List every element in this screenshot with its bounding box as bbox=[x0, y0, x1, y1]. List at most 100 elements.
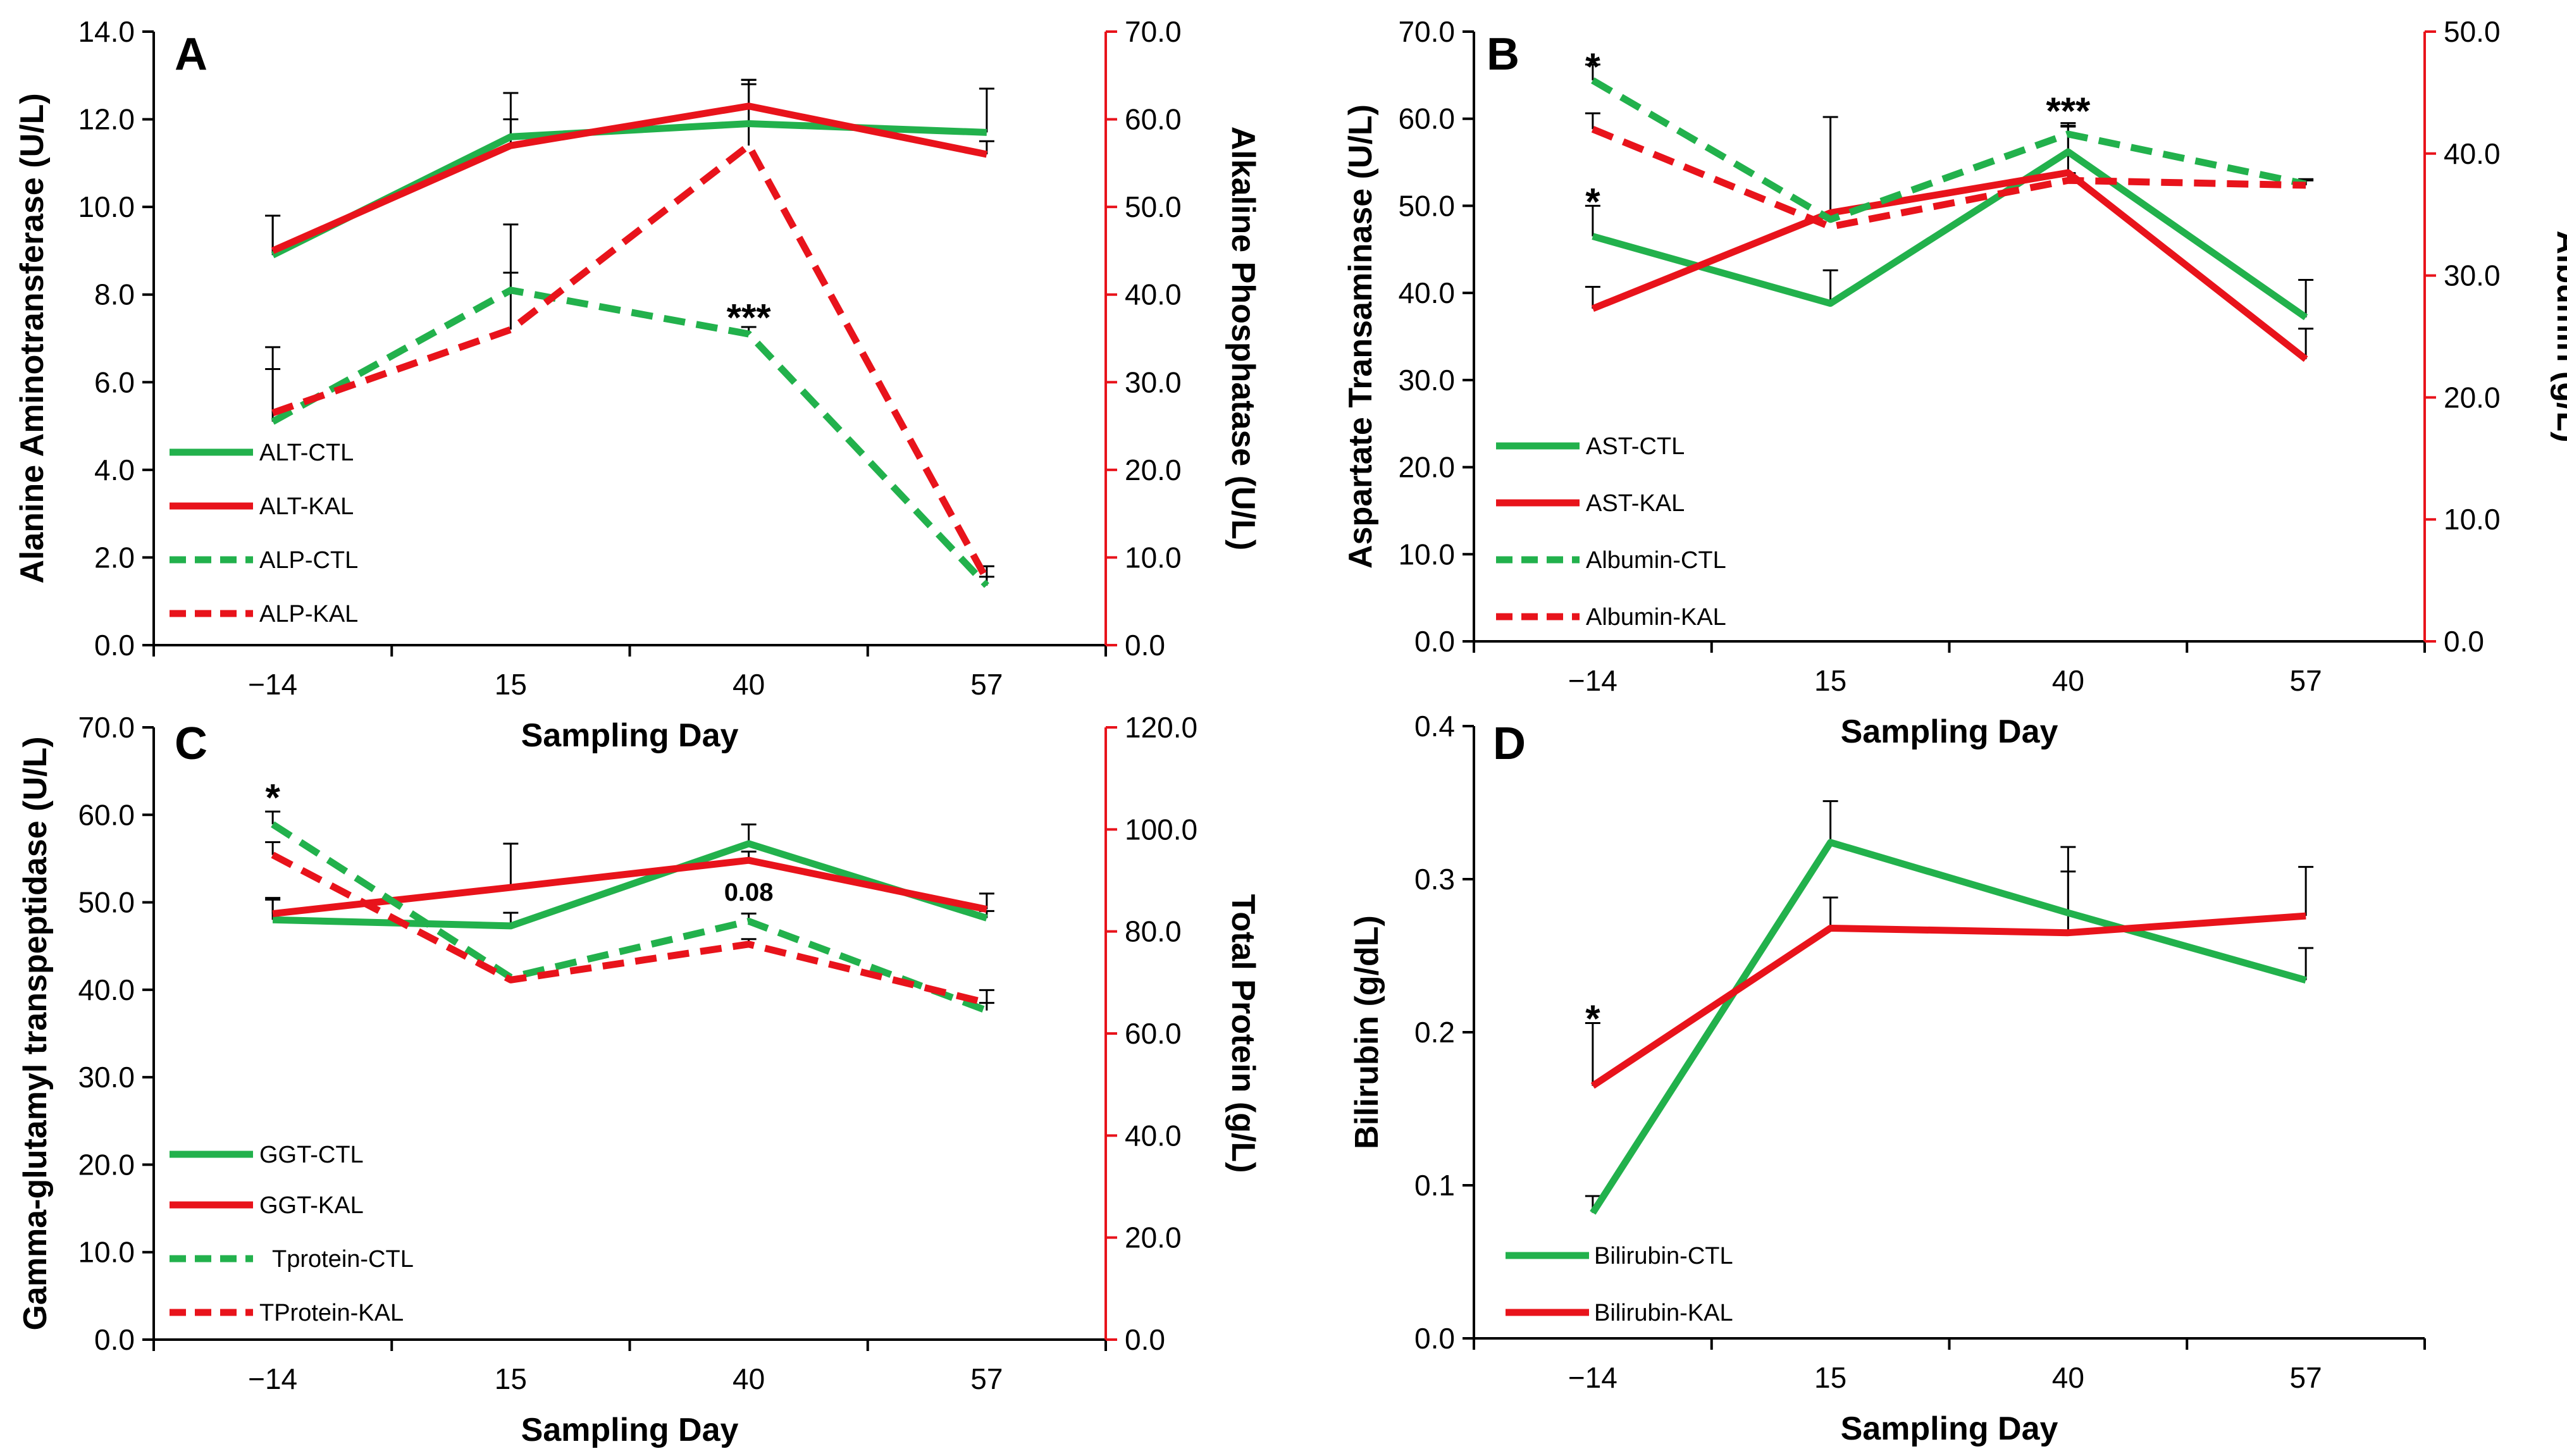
y-tick-label-right: 50.0 bbox=[2444, 15, 2501, 48]
y-tick-label-right: 40.0 bbox=[1125, 1119, 1182, 1152]
legend: AST-CTL AST-KAL Albumin-CTL Albumin-KAL bbox=[1496, 433, 1726, 631]
line-alt-kal bbox=[271, 102, 987, 254]
line-bilirubin-kal bbox=[1590, 912, 2306, 1089]
legend-label: ALT-CTL bbox=[259, 440, 354, 466]
y-tick-label-left: 50.0 bbox=[78, 886, 135, 919]
series-ast-kal bbox=[1585, 116, 2314, 359]
y-tick-label-right: 70.0 bbox=[1125, 15, 1182, 48]
y-tick-label-left: 40.0 bbox=[78, 973, 135, 1006]
x-axis-title: Sampling Day bbox=[521, 717, 739, 754]
y-tick-label-left: 10.0 bbox=[78, 190, 135, 223]
line-tprotein-kal bbox=[271, 851, 988, 1006]
series-bilirubin-ctl bbox=[1585, 800, 2314, 1213]
y-tick-label-right: 10.0 bbox=[1125, 541, 1182, 574]
y-tick-label-left: 0.0 bbox=[94, 1323, 135, 1356]
panel-label: D bbox=[1493, 719, 1526, 769]
x-tick-label: 15 bbox=[1814, 664, 1846, 697]
x-tick-label: 57 bbox=[2290, 1361, 2322, 1394]
y-tick-label-left: 14.0 bbox=[78, 15, 135, 48]
significance-annotation: * bbox=[1585, 997, 1600, 1040]
x-tick-label: −14 bbox=[1568, 1361, 1618, 1394]
y-tick-label-left: 10.0 bbox=[1398, 538, 1455, 571]
legend-label: Bilirubin-CTL bbox=[1594, 1243, 1733, 1269]
y-tick-label-left: 2.0 bbox=[94, 541, 135, 574]
legend-label: ALP-CTL bbox=[259, 547, 358, 574]
x-tick-label: 40 bbox=[2052, 1361, 2084, 1394]
y-tick-label-right: 40.0 bbox=[2444, 137, 2501, 170]
y-tick-label-right: 30.0 bbox=[2444, 259, 2501, 292]
y-tick-label-right: 120.0 bbox=[1125, 711, 1197, 744]
y-tick-label-left: 0.0 bbox=[1414, 1322, 1455, 1355]
legend-label: ALP-KAL bbox=[259, 601, 358, 627]
line-albumin-kal bbox=[1591, 126, 2306, 230]
y-tick-label-left: 0.0 bbox=[94, 629, 135, 662]
line-tprotein-ctl bbox=[271, 821, 988, 1014]
y-tick-label-right: 60.0 bbox=[1125, 1017, 1182, 1050]
line-ast-ctl bbox=[1592, 148, 2308, 321]
x-tick-label: −14 bbox=[248, 668, 297, 701]
legend-label: Bilirubin-KAL bbox=[1594, 1300, 1733, 1326]
chart-panel-b: −14 15 40 57 Sampling Day 0.0 10.0 20.0 30.0 40.0… bbox=[1342, 15, 2567, 750]
legend-label: GGT-CTL bbox=[259, 1142, 364, 1168]
series-alp-ctl bbox=[265, 223, 994, 586]
y-tick-label-left: 60.0 bbox=[78, 798, 135, 831]
panel-label: B bbox=[1487, 29, 1519, 80]
panel-label: C bbox=[175, 719, 207, 769]
x-tick-label: 15 bbox=[1814, 1361, 1846, 1394]
y-tick-label-right: 80.0 bbox=[1125, 915, 1182, 948]
y-axis-title-right: Albumin (g/L) bbox=[2550, 230, 2567, 442]
y-tick-label-left: 0.1 bbox=[1414, 1169, 1455, 1202]
legend-label: TProtein-KAL bbox=[259, 1300, 404, 1326]
significance-annotation: 0.08 bbox=[724, 879, 774, 906]
line-ggt-ctl bbox=[272, 840, 988, 930]
y-tick-label-right: 40.0 bbox=[1125, 278, 1182, 311]
y-tick-label-left: 0.4 bbox=[1414, 710, 1455, 743]
line-alp-kal bbox=[271, 142, 990, 581]
y-tick-label-right: 0.0 bbox=[1125, 629, 1165, 662]
x-tick-label: 57 bbox=[970, 1362, 1003, 1395]
legend-label: Albumin-KAL bbox=[1586, 604, 1726, 631]
y-tick-label-right: 20.0 bbox=[1125, 453, 1182, 486]
y-tick-label-left: 0.2 bbox=[1414, 1016, 1455, 1049]
y-tick-label-left: 40.0 bbox=[1398, 276, 1455, 309]
y-tick-label-right: 30.0 bbox=[1125, 366, 1182, 398]
y-tick-label-left: 10.0 bbox=[78, 1236, 135, 1269]
line-albumin-ctl bbox=[1591, 77, 2307, 223]
legend-label: AST-CTL bbox=[1586, 433, 1685, 460]
x-tick-label: 40 bbox=[733, 1362, 765, 1395]
x-tick-label: 15 bbox=[495, 1362, 527, 1395]
x-tick-label: 40 bbox=[2052, 664, 2084, 697]
y-tick-label-left: 8.0 bbox=[94, 278, 135, 311]
line-bilirubin-ctl bbox=[1590, 839, 2307, 1215]
legend-label: ALT-KAL bbox=[259, 493, 354, 520]
significance-annotation: * bbox=[265, 777, 280, 819]
y-tick-label-left: 30.0 bbox=[1398, 364, 1455, 397]
series-alp-kal bbox=[265, 83, 994, 580]
significance-annotation: * bbox=[1585, 46, 1600, 88]
y-axis-title-left: Alanine Aminotransferase (U/L) bbox=[14, 93, 51, 583]
y-tick-label-left: 20.0 bbox=[1398, 451, 1455, 484]
y-axis-title-left: Gamma-glutamyl transpeptidase (U/L) bbox=[17, 736, 54, 1330]
chart-panel-c: −14 15 40 57 Sampling Day 0.0 10.0 20.0 30.0 40.0… bbox=[17, 711, 1261, 1448]
legend-label: Albumin-CTL bbox=[1586, 547, 1726, 574]
y-tick-label-left: 12.0 bbox=[78, 103, 135, 136]
legend-label: GGT-KAL bbox=[259, 1192, 364, 1219]
chart-panel-d: −14 15 40 57 Sampling Day 0.0 0.1 0.2 0.3 0.4 Bili… bbox=[1349, 710, 2426, 1447]
legend: Bilirubin-CTL Bilirubin-KAL bbox=[1506, 1243, 1733, 1326]
series-alt-kal bbox=[265, 78, 994, 251]
x-tick-label: 15 bbox=[495, 668, 527, 701]
panel-label: A bbox=[175, 29, 207, 80]
y-tick-label-right: 20.0 bbox=[2444, 381, 2501, 414]
x-axis-title: Sampling Day bbox=[1841, 1410, 2058, 1447]
y-tick-label-right: 100.0 bbox=[1125, 813, 1197, 846]
y-tick-label-right: 50.0 bbox=[1125, 190, 1182, 223]
y-tick-label-left: 6.0 bbox=[94, 366, 135, 398]
y-tick-label-left: 30.0 bbox=[78, 1061, 135, 1094]
y-tick-label-left: 60.0 bbox=[1398, 102, 1455, 135]
y-axis-title-right: Total Protein (g/L) bbox=[1225, 894, 1261, 1173]
legend-label: AST-KAL bbox=[1586, 490, 1685, 517]
chart-panel-a: −14 15 40 57 Sampling Day 0.0 2.0 4.0 6.0 8.0 10.0… bbox=[14, 15, 1261, 754]
series-alt-ctl bbox=[265, 78, 994, 256]
y-tick-label-right: 60.0 bbox=[1125, 103, 1182, 136]
